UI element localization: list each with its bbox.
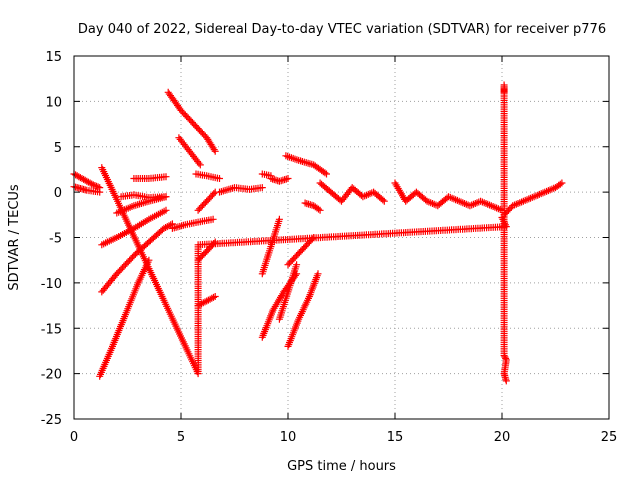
y-tick-label: 15 — [45, 50, 62, 65]
series-arc-z — [316, 179, 388, 205]
y-tick-label: 5 — [54, 141, 62, 156]
data-point — [162, 206, 170, 214]
data-point — [321, 169, 329, 177]
data-point — [429, 200, 436, 207]
data-point — [450, 195, 458, 203]
chart-title: Day 040 of 2022, Sidereal Day-to-day VTE… — [78, 22, 606, 37]
data-point — [544, 187, 552, 195]
data-point — [315, 205, 322, 213]
x-tick-label: 10 — [280, 430, 297, 445]
x-tick-label: 0 — [70, 430, 78, 445]
series-cluster-20 — [500, 81, 510, 385]
x-axis-label: GPS time / hours — [287, 459, 396, 474]
data-point — [364, 190, 372, 198]
data-point — [498, 214, 506, 221]
data-point — [88, 180, 96, 188]
series-arc-v — [284, 270, 322, 350]
data-point — [216, 175, 223, 182]
series-arc-p — [216, 184, 266, 196]
data-point — [316, 206, 324, 214]
series-arc-j — [168, 215, 217, 232]
series-arc-y — [301, 199, 324, 214]
series-arc-h — [130, 173, 170, 182]
data-point — [211, 147, 219, 155]
data-point — [501, 353, 509, 361]
series-arc-e — [98, 206, 170, 249]
data-point — [293, 261, 301, 269]
data-point — [210, 146, 218, 154]
data-point — [210, 293, 217, 301]
y-tick-label: -25 — [41, 413, 62, 428]
series-arc-i — [164, 88, 219, 155]
data-point — [211, 293, 219, 300]
series-arc-n — [194, 188, 219, 214]
data-point — [380, 197, 388, 205]
y-axis-label: SDTVAR / TECUs — [7, 184, 22, 291]
data-point — [534, 191, 542, 199]
series-arc-k — [175, 134, 204, 169]
data-point — [96, 188, 104, 196]
data-point — [167, 221, 175, 229]
y-tick-label: -20 — [41, 368, 62, 383]
y-tick-label: -5 — [49, 232, 62, 247]
y-tick-label: -10 — [41, 277, 62, 292]
series-arc-x — [282, 152, 330, 178]
data-point — [558, 179, 566, 187]
series-arc-s — [258, 215, 283, 278]
data-point — [195, 159, 203, 167]
data-point — [162, 173, 170, 181]
data-point — [556, 180, 564, 188]
data-point — [314, 270, 322, 278]
x-tick-label: 20 — [494, 430, 511, 445]
data-point — [209, 215, 217, 223]
series-isolated — [98, 164, 510, 378]
data-points — [70, 81, 566, 385]
series-arc-ab — [500, 179, 566, 219]
data-point — [502, 377, 510, 385]
x-tick-label: 25 — [601, 430, 618, 445]
data-point — [491, 203, 499, 211]
series-arc-b — [70, 183, 104, 196]
data-point — [93, 182, 100, 190]
data-point — [379, 196, 387, 204]
data-point — [525, 195, 533, 203]
series-arc-o — [192, 170, 223, 182]
data-point — [162, 193, 170, 201]
y-tick-label: 10 — [45, 95, 62, 110]
data-point — [275, 215, 283, 223]
data-point — [284, 175, 292, 182]
x-tick-label: 15 — [387, 430, 404, 445]
series-arc-c — [96, 256, 153, 380]
axis-ticks: 0 5 10 15 20 25 -25 -20 -15 -10 -5 0 5 10 15 — [41, 50, 618, 445]
series-arc-g — [117, 191, 170, 202]
series-arc-d — [98, 220, 176, 296]
data-point — [482, 200, 490, 207]
data-point — [471, 200, 479, 207]
grid-lines — [74, 56, 609, 419]
data-point — [512, 200, 520, 208]
data-point — [459, 199, 467, 207]
series-arc-u — [275, 261, 301, 323]
series-arc-aa — [391, 179, 506, 214]
data-point — [258, 184, 266, 192]
x-tick-label: 5 — [177, 430, 185, 445]
data-point — [323, 170, 330, 178]
data-point — [196, 161, 204, 169]
data-point — [210, 190, 218, 198]
series-arc-r — [267, 175, 292, 185]
data-point — [500, 352, 508, 359]
series-arc-a — [70, 170, 104, 192]
y-tick-label: -15 — [41, 322, 62, 337]
y-tick-label: 0 — [54, 186, 62, 201]
data-point — [91, 182, 99, 189]
